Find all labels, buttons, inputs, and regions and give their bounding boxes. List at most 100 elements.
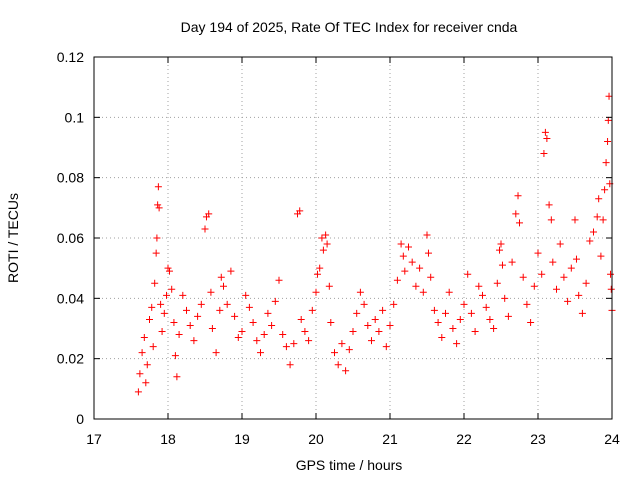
data-point (482, 303, 490, 311)
data-point (527, 318, 535, 326)
data-point (275, 276, 283, 284)
data-point (151, 279, 159, 287)
data-point (593, 213, 601, 221)
data-point (183, 306, 190, 314)
data-point (604, 116, 612, 124)
data-point (227, 267, 235, 275)
x-tick-label: 17 (86, 431, 102, 447)
data-point (308, 306, 316, 314)
y-tick-labels: 0 0.02 0.04 0.06 0.08 0.1 0.12 (57, 49, 84, 427)
data-point (201, 225, 209, 233)
data-point (349, 328, 357, 336)
data-point (496, 246, 504, 254)
data-point (223, 300, 231, 308)
data-point (547, 216, 555, 224)
data-point (325, 282, 333, 290)
data-point (364, 321, 372, 329)
x-tick-label: 19 (234, 431, 250, 447)
data-point (253, 337, 261, 345)
data-point (194, 312, 202, 320)
data-point (153, 234, 161, 242)
data-point (190, 337, 198, 345)
data-point (142, 379, 150, 387)
data-point (553, 285, 560, 293)
data-point (456, 315, 464, 323)
y-tick-label: 0 (76, 411, 84, 427)
data-point (405, 243, 412, 251)
data-point (427, 273, 435, 281)
data-point (160, 309, 168, 317)
data-point (268, 321, 276, 329)
data-point (136, 370, 144, 378)
data-point (154, 201, 162, 209)
data-point (371, 315, 379, 323)
data-point (297, 315, 305, 323)
data-point (504, 312, 512, 320)
data-point (312, 288, 320, 296)
x-tick-label: 23 (530, 431, 546, 447)
data-point (368, 337, 375, 345)
data-point (564, 297, 572, 305)
data-point (438, 334, 446, 342)
data-point (601, 186, 609, 194)
data-point (523, 300, 531, 308)
data-point (305, 337, 313, 345)
data-point (541, 128, 549, 136)
data-point (597, 252, 605, 260)
data-point (590, 228, 597, 236)
y-tick-label: 0.08 (57, 170, 84, 186)
data-point (249, 318, 257, 326)
y-tick-label: 0.04 (57, 290, 84, 306)
data-point (338, 340, 346, 348)
data-point (605, 92, 613, 100)
data-point (290, 340, 298, 348)
data-point (430, 306, 438, 314)
data-point (205, 210, 213, 218)
data-point (595, 195, 603, 203)
data-point (208, 325, 216, 332)
data-point (493, 279, 501, 287)
data-point (157, 300, 165, 308)
data-point (282, 343, 290, 351)
data-point (545, 201, 553, 209)
data-point (216, 306, 224, 314)
data-point (140, 334, 148, 342)
data-point (604, 137, 612, 145)
data-point (170, 318, 178, 326)
data-point (175, 331, 183, 339)
data-point (323, 240, 331, 248)
data-point (540, 150, 548, 158)
data-point (449, 325, 457, 332)
data-point (401, 267, 409, 275)
data-point (442, 309, 449, 317)
data-point (146, 315, 153, 323)
data-point (316, 264, 324, 272)
data-point (586, 237, 594, 245)
data-point (560, 273, 568, 281)
data-point (313, 270, 321, 278)
y-tick-label: 0.1 (65, 109, 85, 125)
data-point (508, 258, 516, 266)
data-point (238, 328, 246, 336)
data-point (134, 388, 142, 396)
data-point (234, 334, 242, 342)
data-point (179, 291, 187, 299)
data-point (399, 252, 407, 260)
data-point (327, 318, 335, 326)
y-tick-label: 0.06 (57, 230, 84, 246)
data-point (171, 352, 179, 360)
data-point (319, 246, 327, 254)
data-point (353, 309, 361, 317)
data-point (516, 219, 523, 227)
data-point (168, 285, 176, 293)
data-point (390, 300, 398, 308)
data-point (479, 291, 486, 299)
x-tick-label: 20 (308, 431, 324, 447)
data-point (534, 249, 542, 257)
data-point (334, 361, 342, 369)
data-point (412, 282, 420, 290)
data-point (543, 134, 551, 142)
axis-ticks (93, 56, 613, 420)
data-point (143, 361, 151, 369)
data-point (164, 264, 172, 272)
